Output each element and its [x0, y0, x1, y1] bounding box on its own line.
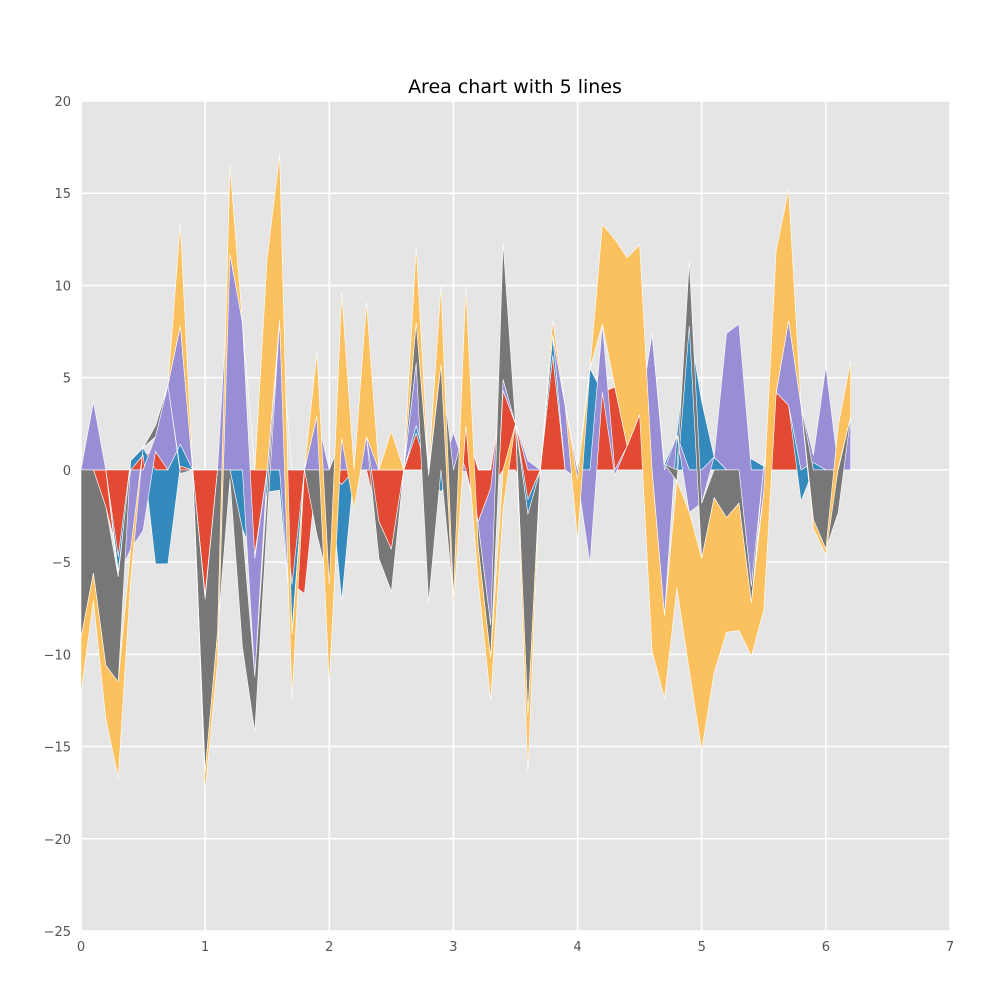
y-tick-label-1: 15: [54, 187, 71, 202]
y-tick-label-5: −5: [52, 556, 71, 571]
x-axis-ticks: 0 1 2 3 4 5 6 7: [77, 940, 954, 955]
x-tick-label-1: 1: [201, 940, 209, 955]
y-tick-label-9: −25: [44, 925, 71, 940]
x-tick-label-5: 5: [698, 940, 706, 955]
y-tick-label-3: 5: [63, 372, 71, 387]
y-tick-label-6: −10: [44, 648, 71, 663]
y-tick-label-4: 0: [63, 464, 71, 479]
y-tick-label-0: 20: [54, 95, 71, 110]
area-series-5: [80, 154, 851, 792]
x-tick-label-0: 0: [77, 940, 85, 955]
x-tick-label-2: 2: [325, 940, 333, 955]
x-tick-label-6: 6: [822, 940, 830, 955]
grid-lines: [80, 100, 951, 932]
x-tick-label-4: 4: [573, 940, 581, 955]
y-tick-label-2: 10: [54, 279, 71, 294]
x-tick-label-7: 7: [946, 940, 954, 955]
chart-title: Area chart with 5 lines: [408, 76, 622, 98]
y-tick-label-8: −20: [44, 833, 71, 848]
y-axis-ticks: 20 15 10 5 0 −5 −10 −15 −20 −25: [44, 95, 71, 940]
area-series: [80, 154, 851, 792]
x-tick-label-3: 3: [449, 940, 457, 955]
y-tick-label-7: −15: [44, 741, 71, 756]
